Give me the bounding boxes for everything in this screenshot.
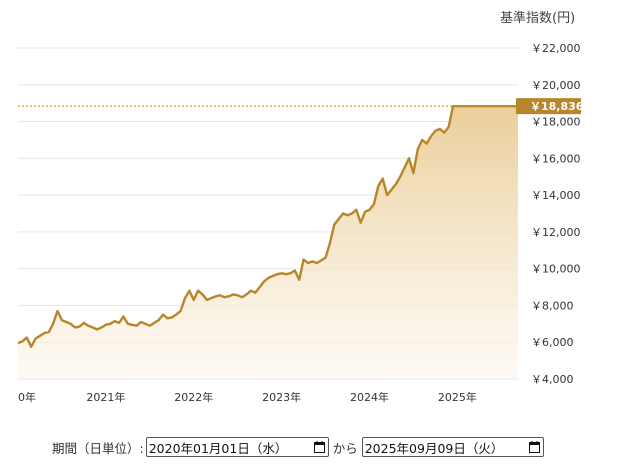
y-tick-label: ￥12,000 <box>531 226 581 239</box>
y-tick-label: ￥14,000 <box>531 189 581 202</box>
y-axis-label: 基準指数(円) <box>500 10 575 26</box>
y-tick-label: ￥20,000 <box>531 79 581 92</box>
x-tick-label: 2022年 <box>174 390 213 404</box>
calendar-icon[interactable] <box>313 441 325 453</box>
y-tick-label: ￥16,000 <box>531 152 581 165</box>
y-tick-label: ￥4,000 <box>531 373 574 386</box>
y-tick-label: ￥10,000 <box>531 263 581 276</box>
x-tick-label: 2025年 <box>438 390 477 404</box>
start-date-input[interactable]: 2020年01月01日（水） <box>145 437 329 457</box>
calendar-icon[interactable] <box>528 441 540 453</box>
end-date-input[interactable]: 2025年09月09日（火） <box>361 437 544 457</box>
start-date-value: 2020年01月01日（水） <box>148 440 288 456</box>
x-tick-label: 0年 <box>18 390 36 404</box>
y-tick-label: ￥22,000 <box>531 42 581 55</box>
y-tick-label: ￥18,000 <box>531 116 581 129</box>
series-line <box>17 105 518 348</box>
period-separator: から <box>332 440 358 456</box>
x-tick-label: 2021年 <box>86 390 125 404</box>
chart-area: ￥4,000 ￥6,000 ￥8,000 ￥10,000 ￥12,000 ￥14,000 ￥… <box>0 0 620 420</box>
end-date-value: 2025年09月09日（火） <box>364 440 504 456</box>
current-value-badge <box>516 98 581 115</box>
x-tick-label: 2023年 <box>262 390 301 404</box>
x-tick-label: 2024年 <box>350 390 389 404</box>
period-label: 期間（日単位）: <box>52 440 144 456</box>
y-tick-label: ￥6,000 <box>531 336 574 349</box>
current-value-label: ￥18,836 <box>530 100 584 113</box>
chart-svg: ￥4,000 ￥6,000 ￥8,000 ￥10,000 ￥12,000 ￥14,000 ￥… <box>17 10 584 404</box>
series-area <box>18 106 518 379</box>
y-tick-label: ￥8,000 <box>531 299 574 312</box>
period-selector: 期間（日単位）: 2020年01月01日（水） から 2025年09月09日（火… <box>52 436 544 458</box>
index-chart[interactable]: ￥4,000 ￥6,000 ￥8,000 ￥10,000 ￥12,000 ￥14,000 ￥… <box>0 0 620 420</box>
